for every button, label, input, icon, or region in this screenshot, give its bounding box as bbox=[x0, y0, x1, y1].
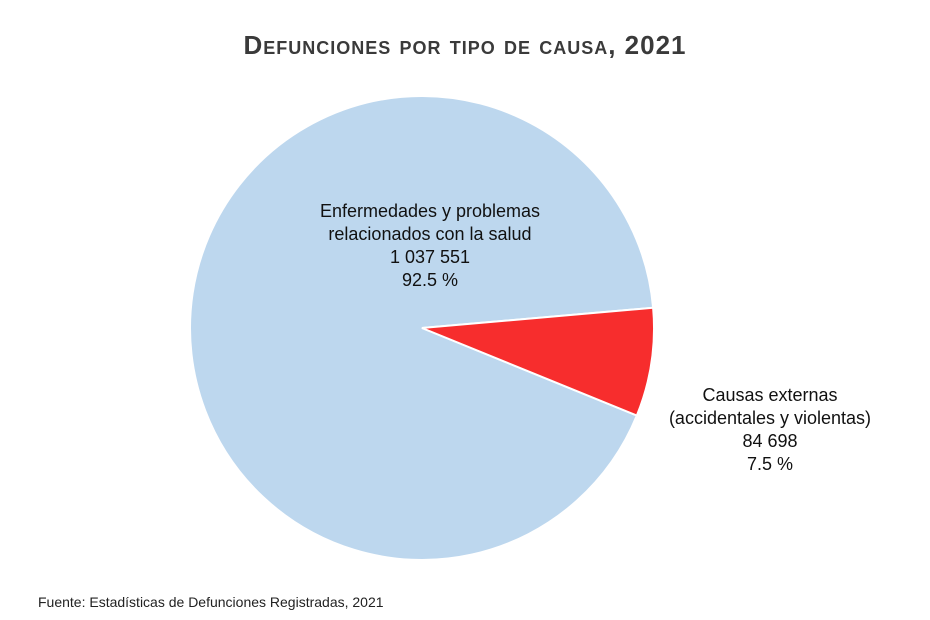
pie-slice-enfermedades bbox=[189, 95, 655, 561]
slice-percent: 92.5 % bbox=[401, 270, 459, 290]
pie-slice-causas-externas bbox=[421, 306, 655, 417]
slice-label-causas-externas: Causas externas (accidentales y violenta… bbox=[640, 384, 900, 476]
slice-label-line: relacionados con la salud bbox=[328, 224, 532, 244]
slice-value: 1 037 551 bbox=[389, 247, 471, 267]
source-note: Fuente: Estadísticas de Defunciones Regi… bbox=[38, 594, 384, 610]
slice-label-enfermedades: Enfermedades y problemas relacionados co… bbox=[250, 200, 610, 292]
slice-value: 84 698 bbox=[742, 431, 798, 451]
chart-title: Defunciones por tipo de causa, 2021 bbox=[243, 30, 687, 60]
slice-percent: 7.5 % bbox=[746, 454, 794, 474]
slice-label-line: (accidentales y violentas) bbox=[668, 408, 872, 428]
slice-label-line: Enfermedades y problemas bbox=[319, 201, 541, 221]
slice-label-line: Causas externas bbox=[702, 385, 838, 405]
